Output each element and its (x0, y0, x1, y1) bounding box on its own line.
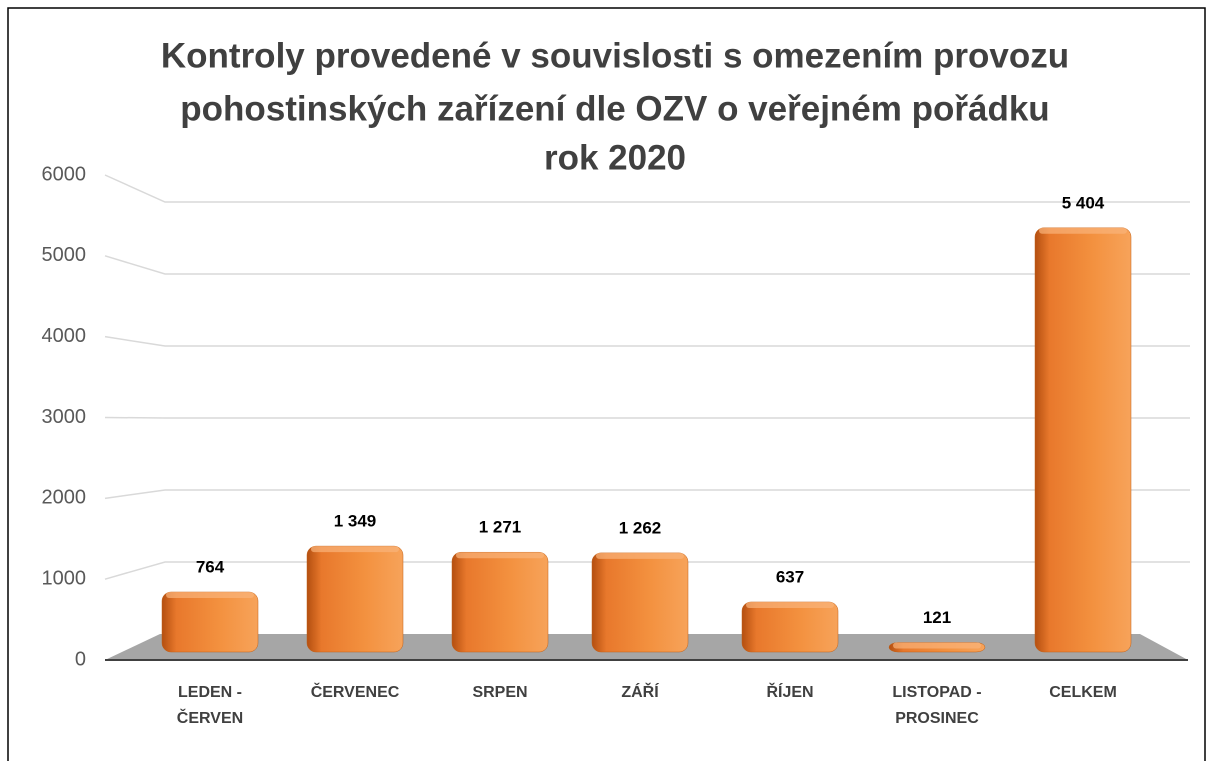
value-label: 1 349 (334, 512, 377, 531)
grid-line (104, 255, 1190, 275)
bar-top (596, 552, 684, 559)
y-tick-label: 4000 (42, 325, 87, 347)
grid-line (104, 489, 1190, 500)
value-label: 121 (923, 608, 951, 627)
grid-line (104, 174, 1190, 203)
x-tick-label: ŘÍJEN (766, 684, 814, 701)
grid-line (104, 416, 1190, 419)
value-label: 1 271 (479, 518, 522, 537)
y-tick-label: 2000 (42, 487, 87, 509)
x-tick-label: CELKEM (1049, 684, 1117, 701)
bar-top (311, 546, 399, 553)
value-label: 637 (776, 567, 804, 586)
bar-top (746, 601, 834, 608)
chart-title: rok 2020 (544, 138, 686, 177)
y-tick-label: 6000 (42, 163, 87, 185)
y-tick-label: 0 (75, 648, 86, 670)
x-tick-label: LEDEN - ČERVEN (176, 684, 244, 727)
bar-top (456, 552, 544, 559)
bar (591, 552, 689, 653)
grid-line (104, 561, 1190, 580)
bar (1034, 227, 1132, 653)
x-tick-label: SRPEN (472, 684, 528, 701)
x-tick-label: ZÁŘÍ (621, 684, 659, 701)
bar (161, 591, 259, 653)
value-label: 5 404 (1062, 193, 1105, 212)
grid-line (104, 335, 1190, 347)
value-label: 764 (196, 558, 225, 577)
x-tick-label: LISTOPAD - PROSINEC (892, 684, 982, 727)
y-tick-label: 1000 (42, 567, 87, 589)
chart-border (7, 7, 1206, 761)
chart-title: Kontroly provedené v souvislosti s omeze… (161, 36, 1069, 75)
bar (451, 551, 549, 653)
bar (741, 601, 839, 653)
y-tick-label: 3000 (42, 406, 87, 428)
bar (306, 545, 404, 653)
bar-top (893, 642, 981, 649)
bar-top (1039, 227, 1127, 234)
y-tick-label: 5000 (42, 244, 87, 266)
x-tick-label: ČERVENEC (310, 684, 400, 701)
bar-top (166, 592, 254, 599)
value-label: 1 262 (619, 518, 662, 537)
chart-title: pohostinských zařízení dle OZV o veřejné… (180, 89, 1049, 128)
